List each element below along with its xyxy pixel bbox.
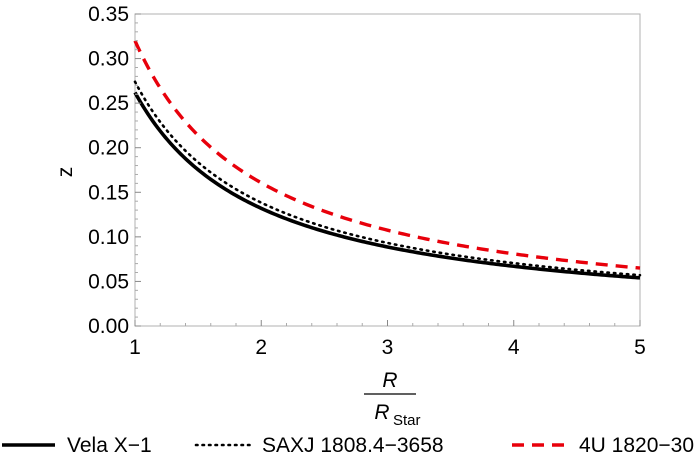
y-tick-label: 0.15 xyxy=(88,181,129,204)
y-tick-label: 0.20 xyxy=(88,137,129,160)
legend-label-2: SAXJ 1808.4−3658 xyxy=(262,434,444,457)
series-line-3 xyxy=(133,40,641,270)
legend-label-3: 4U 1820−30 xyxy=(579,434,694,457)
x-axis-label: R R Star xyxy=(364,369,421,429)
x-tick-label: 3 xyxy=(382,336,394,359)
y-tick-label: 0.00 xyxy=(88,315,129,338)
x-axis-label-denominator: R xyxy=(374,401,389,424)
y-tick-label: 0.10 xyxy=(88,226,129,249)
x-tick-label: 5 xyxy=(634,336,646,359)
y-tick-label: 0.35 xyxy=(88,3,129,26)
x-tick-label: 1 xyxy=(129,336,141,359)
x-tick-label: 4 xyxy=(508,336,520,359)
legend-label-1: Vela X−1 xyxy=(67,434,152,457)
y-axis-label: z xyxy=(54,167,77,178)
series-line-1 xyxy=(133,91,641,280)
x-tick-label: 2 xyxy=(255,336,267,359)
x-axis-label-numerator: R xyxy=(382,369,397,392)
y-tick-label: 0.05 xyxy=(88,270,129,293)
legend: Vela X−1 SAXJ 1808.4−3658 4U 1820−30 xyxy=(2,434,694,457)
series-line-2 xyxy=(133,80,642,277)
plot-frame xyxy=(134,13,641,327)
y-tick-label: 0.25 xyxy=(88,92,129,115)
series-layer xyxy=(133,40,642,280)
ticks-layer: 1 2 3 4 5 0.00 0.05 0.10 0.15 0.20 0.25 0.30 0.35 xyxy=(88,3,646,359)
y-tick-label: 0.30 xyxy=(88,48,129,71)
plot-border xyxy=(134,13,641,327)
x-axis-label-denominator-subscript: Star xyxy=(393,412,421,429)
